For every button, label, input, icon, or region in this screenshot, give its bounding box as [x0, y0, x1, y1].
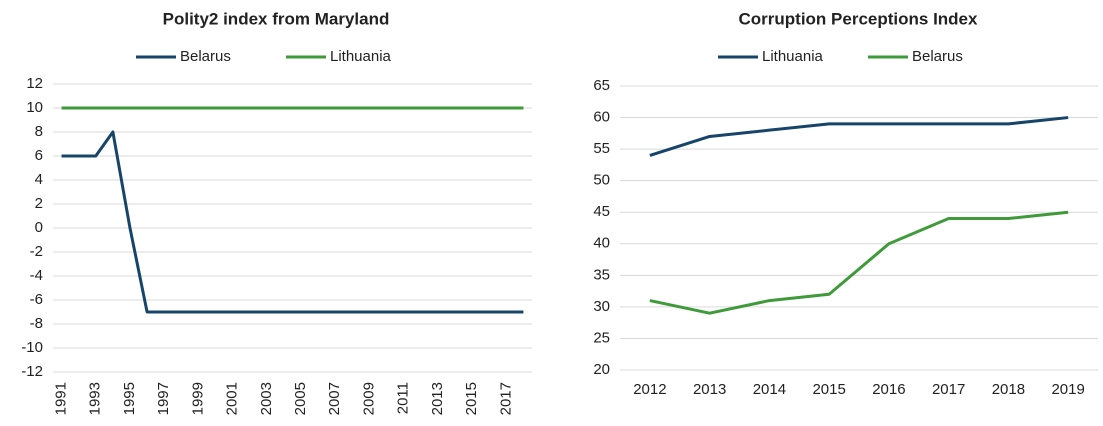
- y-tick-label: 8: [35, 123, 43, 140]
- x-tick-label: 2017: [932, 381, 965, 398]
- x-tick-label: 2019: [1051, 381, 1084, 398]
- x-tick-label: 1995: [121, 382, 138, 415]
- x-tick-label: 2001: [224, 382, 241, 415]
- x-tick-label: 2005: [292, 382, 309, 415]
- x-tick-label: 2007: [326, 382, 343, 415]
- y-tick-label: 55: [593, 140, 610, 157]
- chart-title: Corruption Perceptions Index: [739, 9, 979, 28]
- y-tick-label: -10: [21, 339, 43, 356]
- legend-label: Belarus: [180, 48, 231, 65]
- x-tick-label: 2017: [497, 382, 514, 415]
- x-tick-label: 2013: [693, 381, 726, 398]
- y-tick-label: 20: [593, 361, 610, 378]
- x-tick-label: 2015: [812, 381, 845, 398]
- y-tick-label: -2: [30, 243, 43, 260]
- y-tick-label: 25: [593, 329, 610, 346]
- x-tick-label: 2012: [633, 381, 666, 398]
- x-tick-label: 2015: [463, 382, 480, 415]
- legend-label: Belarus: [912, 48, 963, 65]
- y-tick-label: 2: [35, 195, 43, 212]
- x-tick-label: 1997: [155, 382, 172, 415]
- y-tick-label: 35: [593, 266, 610, 283]
- x-tick-label: 2018: [992, 381, 1025, 398]
- x-tick-label: 2013: [429, 382, 446, 415]
- y-tick-label: 6: [35, 147, 43, 164]
- series-line: [61, 130, 524, 314]
- x-tick-label: 2016: [872, 381, 905, 398]
- y-tick-label: -8: [30, 315, 43, 332]
- series-line: [649, 116, 1069, 157]
- y-tick-label: -6: [30, 291, 43, 308]
- y-tick-label: 45: [593, 203, 610, 220]
- x-tick-label: 2014: [753, 381, 786, 398]
- y-tick-label: 0: [35, 219, 43, 236]
- x-tick-label: 2003: [258, 382, 275, 415]
- y-tick-label: 12: [26, 75, 43, 92]
- y-tick-label: -4: [30, 267, 43, 284]
- chart-title: Polity2 index from Maryland: [163, 9, 390, 28]
- series-line: [649, 210, 1069, 315]
- y-tick-label: 60: [593, 109, 610, 126]
- y-tick-label: 50: [593, 172, 610, 189]
- y-tick-label: 40: [593, 235, 610, 252]
- x-tick-label: 1999: [189, 382, 206, 415]
- y-tick-label: 65: [593, 77, 610, 94]
- x-tick-label: 2011: [395, 382, 412, 414]
- x-tick-label: 1993: [87, 382, 104, 415]
- y-tick-label: 30: [593, 298, 610, 315]
- y-tick-label: -12: [21, 363, 43, 380]
- x-tick-label: 2009: [360, 382, 377, 415]
- legend-label: Lithuania: [762, 48, 824, 65]
- y-tick-label: 10: [26, 99, 43, 116]
- y-tick-label: 4: [35, 171, 43, 188]
- x-tick-label: 1991: [53, 382, 70, 415]
- legend-label: Lithuania: [330, 48, 392, 65]
